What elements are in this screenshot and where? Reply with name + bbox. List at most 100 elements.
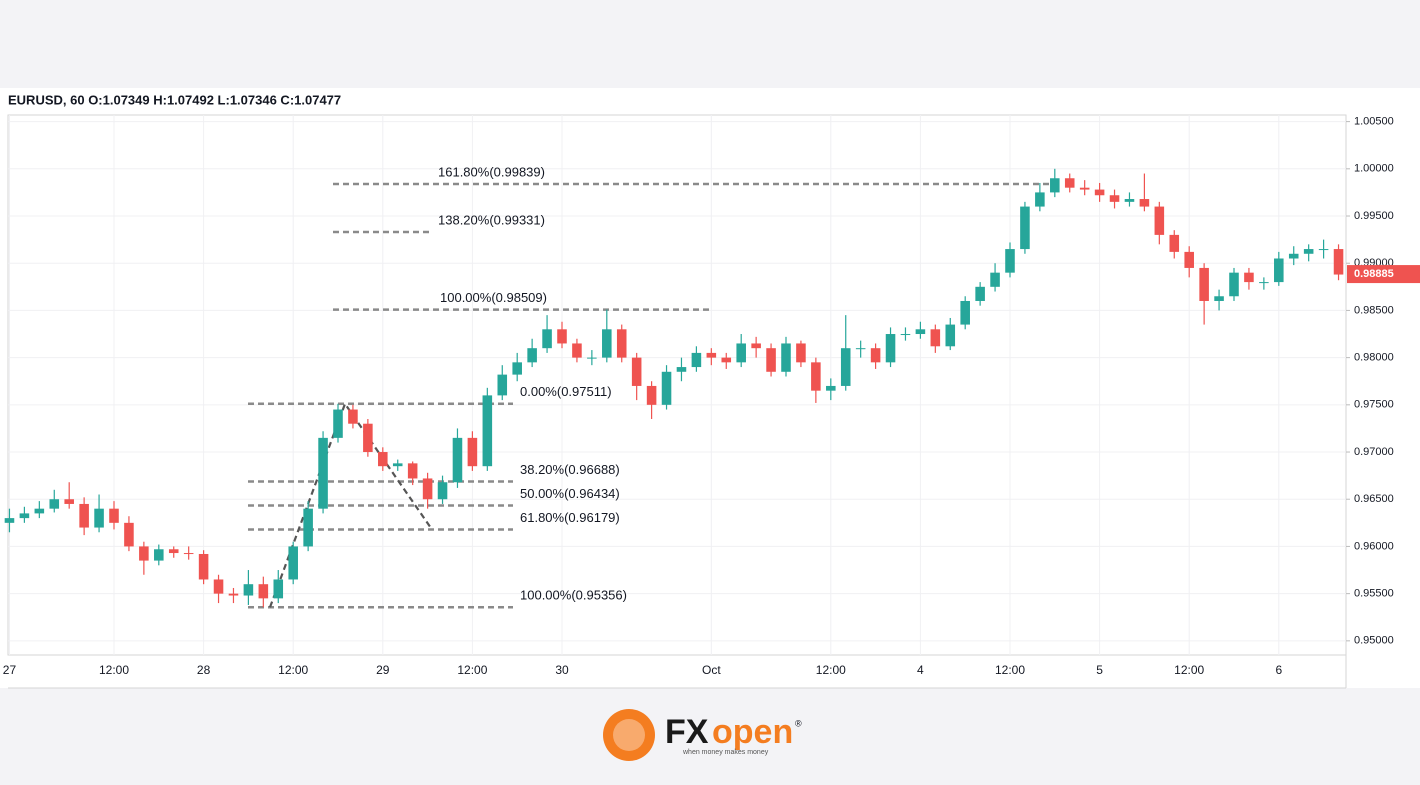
y-tick-label: 0.97000	[1354, 446, 1394, 458]
candle-body	[1094, 189, 1105, 196]
chart-panel	[0, 88, 1420, 688]
candle-body	[452, 437, 463, 483]
candle-body	[766, 348, 776, 372]
candle-body	[64, 499, 74, 504]
x-tick-label: 12:00	[457, 663, 487, 677]
y-tick-label: 0.96500	[1354, 493, 1394, 505]
candle-body	[422, 478, 433, 500]
candle-body	[1169, 234, 1180, 252]
candle-body	[318, 437, 328, 509]
candle-body	[1154, 206, 1165, 235]
candle-body	[646, 385, 657, 405]
candle-body	[1064, 178, 1075, 188]
candle-body	[587, 357, 597, 359]
candle-body	[975, 286, 985, 301]
candle-body	[34, 508, 45, 514]
y-tick-label: 1.00500	[1354, 116, 1394, 128]
fib-level-label: 38.20%(0.96688)	[520, 462, 620, 477]
candle-body	[49, 499, 60, 509]
candle-body	[855, 348, 866, 350]
candle-body	[1139, 199, 1150, 207]
logo-icon-inner	[613, 719, 645, 751]
candle-body	[467, 437, 478, 467]
fib-level-label: 100.00%(0.95356)	[520, 588, 627, 603]
candle-body	[348, 409, 358, 424]
fib-level-label: 50.00%(0.96434)	[520, 486, 620, 501]
candle-body	[79, 503, 89, 528]
candle-body	[183, 553, 194, 555]
candle-body	[437, 482, 448, 500]
candle-body	[124, 522, 134, 547]
fib-level-label: 100.00%(0.98509)	[440, 290, 547, 305]
candle-body	[198, 553, 209, 580]
x-tick-label: 12:00	[278, 663, 308, 677]
x-tick-label: 12:00	[816, 663, 846, 677]
y-tick-label: 0.99500	[1354, 210, 1394, 222]
registered-mark: ®	[795, 718, 802, 728]
candle-body	[512, 362, 522, 375]
candle-body	[1050, 178, 1060, 193]
x-tick-label: 5	[1096, 663, 1103, 677]
candle-body	[363, 423, 373, 453]
candle-body	[497, 374, 508, 396]
swing-line	[268, 401, 433, 608]
last-price-label: 0.98885	[1354, 268, 1394, 280]
x-tick-label: 12:00	[1174, 663, 1204, 677]
x-tick-label: 27	[3, 663, 17, 677]
candle-body	[990, 272, 1000, 287]
y-tick-label: 0.97500	[1354, 399, 1394, 411]
candle-body	[930, 329, 941, 347]
y-tick-label: 0.98000	[1354, 352, 1394, 364]
y-tick-label: 0.98500	[1354, 304, 1394, 316]
logo: FX open ® when money makes money	[603, 709, 802, 761]
candle-body	[1274, 258, 1284, 283]
y-tick-label: 0.95000	[1354, 635, 1394, 647]
candle-body	[1020, 206, 1030, 250]
candle-body	[258, 584, 269, 599]
candle-body	[139, 546, 149, 561]
x-tick-label: 29	[376, 663, 390, 677]
candle-body	[661, 371, 672, 405]
candle-body	[721, 357, 732, 363]
candle-body	[826, 385, 836, 391]
candle-body	[796, 343, 806, 363]
symbol-header: EURUSD, 60 O:1.07349 H:1.07492 L:1.07346…	[8, 92, 341, 107]
candle-body	[1303, 249, 1314, 254]
candle-body	[1035, 192, 1045, 207]
x-tick-label: 6	[1275, 663, 1282, 677]
candle-body	[407, 463, 418, 479]
candle-body	[870, 348, 881, 363]
candle-body	[1318, 249, 1329, 251]
candle-body	[557, 329, 567, 344]
candle-body	[631, 357, 642, 386]
candle-body	[392, 463, 403, 467]
candle-body	[900, 334, 911, 336]
candle-body	[288, 546, 298, 580]
tagline: when money makes money	[682, 749, 769, 756]
candle-body	[1259, 282, 1269, 284]
candle-body	[572, 343, 582, 358]
candle-body	[19, 513, 30, 519]
fib-level-label: 138.20%(0.99331)	[438, 212, 545, 227]
candle-body	[303, 508, 313, 547]
fib-level-label: 0.00%(0.97511)	[520, 384, 612, 399]
x-tick-label: 12:00	[99, 663, 129, 677]
candle-body	[1229, 272, 1239, 297]
y-tick-label: 1.00000	[1354, 163, 1394, 175]
candle-body	[1005, 249, 1015, 273]
fib-level-label: 61.80%(0.96179)	[520, 510, 620, 525]
candle-body	[1333, 249, 1344, 275]
candle-body	[1124, 199, 1135, 202]
candle-body	[781, 343, 791, 372]
candle-body	[706, 352, 717, 358]
candle-body	[915, 329, 926, 335]
candle-body	[228, 593, 239, 596]
candle-body	[960, 300, 970, 325]
x-tick-label: Oct	[702, 663, 721, 677]
y-tick-label: 0.96000	[1354, 540, 1394, 552]
brand-fx: FX	[665, 713, 709, 751]
candle-body	[333, 409, 343, 438]
candle-body	[602, 329, 612, 358]
candle-body	[1244, 272, 1254, 283]
brand-open: open	[712, 713, 793, 751]
